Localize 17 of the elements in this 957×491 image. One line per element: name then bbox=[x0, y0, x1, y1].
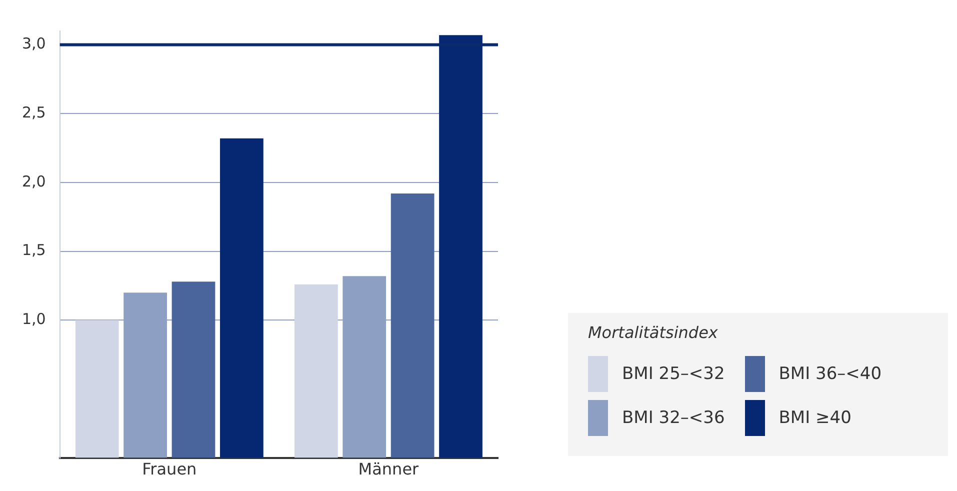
bar bbox=[220, 138, 264, 458]
y-tick-label: 2,0 bbox=[22, 172, 46, 190]
x-tick-label: Frauen bbox=[142, 460, 197, 479]
x-tick-label: Männer bbox=[358, 460, 420, 479]
bar bbox=[294, 284, 338, 458]
legend-label: BMI 32–<36 bbox=[622, 408, 725, 428]
bar bbox=[172, 282, 216, 458]
legend-label: BMI ≥40 bbox=[778, 408, 852, 428]
y-tick-label: 1,5 bbox=[22, 241, 46, 260]
legend-label: BMI 36–<40 bbox=[778, 364, 882, 384]
bar bbox=[75, 320, 119, 458]
legend-label: BMI 25–<32 bbox=[622, 364, 725, 384]
bar bbox=[390, 193, 434, 458]
y-tick-label: 2,5 bbox=[22, 103, 46, 122]
y-tick-label: 3,0 bbox=[22, 34, 46, 53]
legend-title: Mortalitätsindex bbox=[588, 323, 719, 342]
y-tick-label: 1,0 bbox=[22, 310, 46, 328]
